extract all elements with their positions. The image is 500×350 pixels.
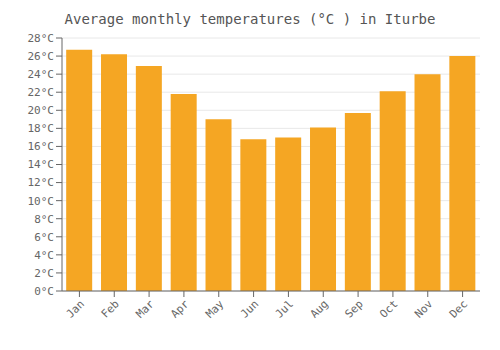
- svg-text:Feb: Feb: [99, 297, 122, 320]
- svg-text:10°C: 10°C: [28, 195, 55, 208]
- svg-text:Jun: Jun: [238, 297, 261, 320]
- svg-text:Oct: Oct: [377, 297, 400, 320]
- svg-text:8°C: 8°C: [34, 213, 54, 226]
- svg-text:18°C: 18°C: [28, 122, 55, 135]
- html-text:Average monthly temperatures (: Average monthly temperatures (°C ) in It…: [64, 11, 436, 27]
- svg-text:Jan: Jan: [64, 297, 87, 320]
- svg-text:20°C: 20°C: [28, 104, 55, 117]
- svg-text:Mar: Mar: [133, 297, 157, 321]
- svg-text:28°C: 28°C: [28, 32, 55, 45]
- svg-text:May: May: [203, 297, 227, 321]
- svg-text:4°C: 4°C: [34, 249, 54, 262]
- svg-text:Apr: Apr: [168, 297, 192, 321]
- svg-text:Aug: Aug: [308, 297, 331, 320]
- svg-text:22°C: 22°C: [28, 86, 55, 99]
- svg-text:Sep: Sep: [342, 297, 365, 320]
- svg-text:Jul: Jul: [273, 297, 296, 320]
- svg-text:12°C: 12°C: [28, 176, 55, 189]
- svg-text:Dec: Dec: [447, 297, 470, 320]
- svg-text:Nov: Nov: [412, 297, 436, 321]
- svg-text:6°C: 6°C: [34, 231, 54, 244]
- svg-text:24°C: 24°C: [28, 68, 55, 81]
- svg-text:2°C: 2°C: [34, 267, 54, 280]
- svg-text:0°C: 0°C: [34, 285, 54, 298]
- svg-text:14°C: 14°C: [28, 158, 55, 171]
- svg-text:26°C: 26°C: [28, 50, 55, 63]
- svg-text:16°C: 16°C: [28, 140, 55, 153]
